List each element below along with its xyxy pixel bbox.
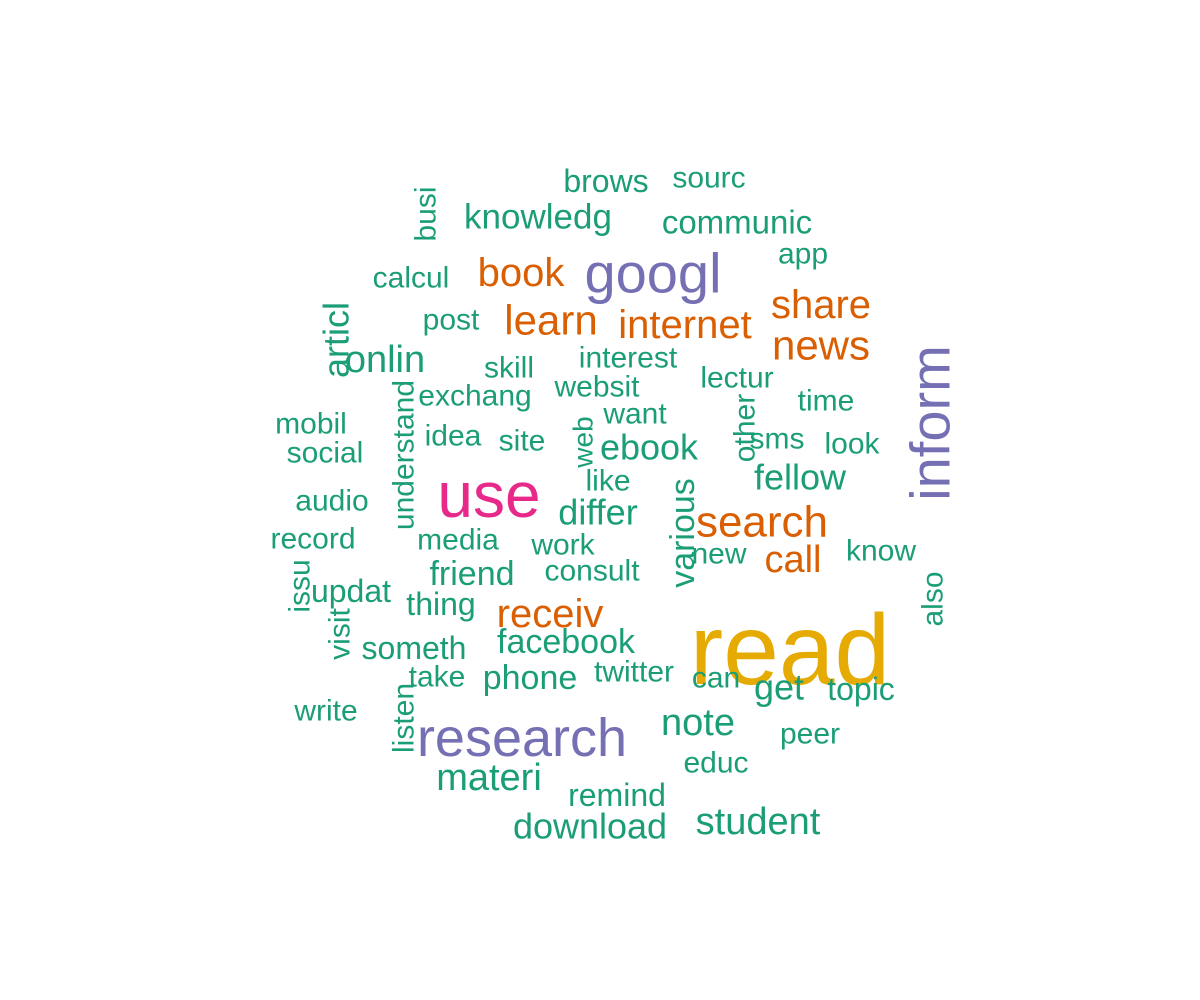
word-time: time xyxy=(798,385,855,418)
word-research: research xyxy=(417,708,627,768)
word-remind: remind xyxy=(568,777,666,813)
word-twitter: twitter xyxy=(594,656,674,689)
word-exchang: exchang xyxy=(418,380,531,413)
word-other: other xyxy=(729,394,762,462)
word-peer: peer xyxy=(780,718,840,751)
word-calcul: calcul xyxy=(373,262,450,295)
word-ebook: ebook xyxy=(600,427,699,468)
word-phone: phone xyxy=(483,659,578,697)
word-sourc: sourc xyxy=(672,162,745,195)
word-listen: listen xyxy=(388,683,421,753)
word-mobil: mobil xyxy=(275,408,347,441)
word-skill: skill xyxy=(484,352,534,385)
word-brows: brows xyxy=(563,163,648,199)
word-social: social xyxy=(287,437,364,470)
word-interest: interest xyxy=(579,342,678,375)
word-write: write xyxy=(293,695,357,728)
word-articl: articl xyxy=(316,302,357,378)
word-web: web xyxy=(568,416,599,468)
word-news: news xyxy=(772,322,870,369)
word-call: call xyxy=(764,539,821,581)
word-also: also xyxy=(917,571,950,626)
word-record: record xyxy=(270,523,355,556)
word-take: take xyxy=(409,661,466,694)
word-audio: audio xyxy=(295,485,368,518)
word-knowledg: knowledg xyxy=(464,198,612,237)
word-like: like xyxy=(585,465,630,498)
word-inform: inform xyxy=(899,345,962,501)
word-internet: internet xyxy=(618,303,751,347)
word-idea: idea xyxy=(425,420,482,453)
word-learn: learn xyxy=(504,297,597,344)
word-visit: visit xyxy=(324,608,357,660)
word-topic: topic xyxy=(827,671,895,707)
word-updat: updat xyxy=(311,573,391,609)
word-friend: friend xyxy=(429,555,514,593)
word-work: work xyxy=(530,529,595,562)
word-communic: communic xyxy=(662,204,812,241)
word-receiv: receiv xyxy=(497,592,604,636)
word-issu: issu xyxy=(284,559,317,612)
word-want: want xyxy=(602,398,667,431)
word-busi: busi xyxy=(410,186,443,241)
word-media: media xyxy=(417,524,499,557)
word-site: site xyxy=(499,425,546,458)
word-facebook: facebook xyxy=(497,623,636,661)
word-consult: consult xyxy=(544,555,640,588)
word-various: various xyxy=(664,478,702,588)
word-websit: websit xyxy=(553,371,640,404)
word-materi: materi xyxy=(436,757,542,799)
word-search: search xyxy=(696,498,828,547)
word-onlin: onlin xyxy=(345,339,425,381)
word-read: read xyxy=(690,594,890,706)
word-share: share xyxy=(771,283,871,327)
word-thing: thing xyxy=(406,586,475,622)
word-fellow: fellow xyxy=(754,457,847,498)
word-sms: sms xyxy=(750,423,805,456)
word-new: new xyxy=(691,538,746,571)
word-app: app xyxy=(778,238,828,271)
word-book: book xyxy=(478,251,566,295)
word-get: get xyxy=(754,667,804,708)
word-understand: understand xyxy=(388,380,421,530)
word-use: use xyxy=(437,459,540,531)
word-look: look xyxy=(824,428,880,461)
word-note: note xyxy=(661,702,735,744)
word-can: can xyxy=(692,662,740,695)
word-know: know xyxy=(846,535,916,568)
word-student: student xyxy=(696,801,821,843)
word-educ: educ xyxy=(683,747,748,780)
word-differ: differ xyxy=(558,492,637,533)
word-download: download xyxy=(513,806,667,847)
word-lectur: lectur xyxy=(700,362,773,395)
word-post: post xyxy=(423,304,480,337)
word-googl: googl xyxy=(584,242,721,305)
word-someth: someth xyxy=(362,630,467,666)
